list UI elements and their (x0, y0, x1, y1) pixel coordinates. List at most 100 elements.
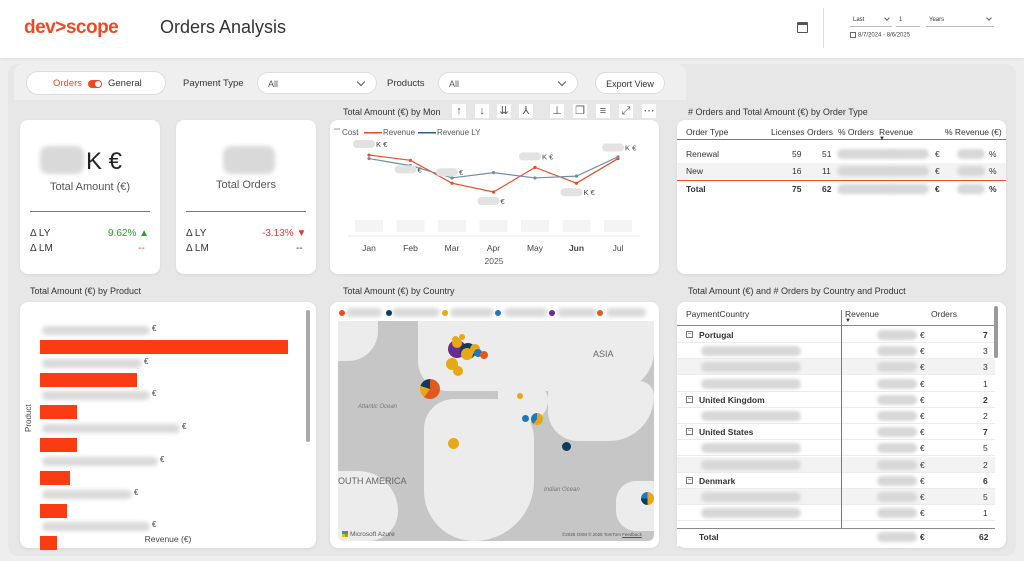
product-bar[interactable] (40, 372, 137, 387)
series-point[interactable] (533, 176, 537, 180)
matrix-country-row[interactable]: − Portugal €7 (677, 327, 995, 343)
map-bubble[interactable] (522, 415, 529, 422)
blurred-data-label (394, 165, 417, 174)
matrix-product-row[interactable]: €1 (677, 505, 995, 522)
pin-icon[interactable]: ⊥ (550, 104, 564, 118)
payment-type-dropdown[interactable]: All (257, 72, 377, 94)
map-bubble[interactable] (562, 442, 571, 451)
series-point[interactable] (367, 156, 371, 161)
map-bubble[interactable] (517, 393, 523, 399)
series-point[interactable] (408, 158, 413, 162)
matrix-product-row[interactable]: €5 (677, 489, 995, 505)
matrix-product-row[interactable]: €3 (677, 343, 995, 360)
blurred-value (40, 146, 84, 174)
toggle-switch[interactable] (88, 80, 102, 88)
products-dropdown[interactable]: All (438, 72, 578, 94)
x-tick-label[interactable]: Mar (445, 243, 460, 253)
header-order-type[interactable]: Order Type (686, 127, 729, 137)
focus-mode-icon[interactable]: ⤢ (619, 104, 633, 118)
x-tick-label[interactable]: Jul (613, 243, 624, 253)
collapse-icon[interactable]: − (686, 476, 693, 484)
header-pct-revenue[interactable]: % Revenue (€) (945, 127, 1002, 137)
map-bubble[interactable] (452, 338, 462, 348)
series-point[interactable] (533, 165, 537, 169)
export-view-button[interactable]: Export View (595, 72, 665, 94)
matrix-country-row[interactable]: − United Kingdom €2 (677, 392, 995, 408)
blurred-data-label (602, 143, 624, 152)
x-tick-label[interactable]: Feb (403, 243, 418, 253)
calendar-icon[interactable] (797, 22, 808, 33)
period-unit-select[interactable]: Years (926, 13, 994, 27)
chevron-down-icon (884, 15, 890, 21)
x-tick-label[interactable]: Jun (569, 243, 584, 253)
series-point[interactable] (491, 190, 496, 194)
product-bar[interactable] (40, 340, 288, 354)
map-bubble[interactable] (453, 366, 463, 376)
map-bubble[interactable] (641, 492, 654, 505)
collapse-icon[interactable]: − (686, 331, 693, 338)
header-payment-country[interactable]: PaymentCountry (686, 309, 750, 319)
header-revenue[interactable]: Revenue ▼ (879, 127, 913, 142)
product-bar[interactable] (40, 438, 77, 453)
series-point[interactable] (574, 181, 579, 185)
orders-general-toggle[interactable]: Orders General (26, 71, 166, 95)
product-bar[interactable] (40, 405, 77, 420)
more-options-icon[interactable]: ⋯ (642, 104, 656, 118)
collapse-icon[interactable]: − (686, 428, 693, 436)
map-bubble[interactable] (448, 438, 459, 449)
vertical-scrollbar[interactable] (994, 306, 998, 358)
map-bubble-portugal[interactable] (420, 379, 440, 399)
series-point[interactable] (450, 181, 454, 185)
blurred-revenue (889, 166, 929, 178)
x-tick-label[interactable]: Jan (362, 243, 376, 253)
world-map[interactable]: ASIA Atlantic Ocean OUTH AMERICA Indian … (338, 321, 654, 541)
matrix-product-row[interactable]: €2 (677, 408, 995, 424)
legend-revenue-ly: Revenue LY (437, 128, 481, 137)
header-orders[interactable]: Orders (807, 127, 833, 137)
hierarchy-icon[interactable]: ⅄ (519, 104, 533, 118)
map-bubble[interactable] (474, 349, 482, 357)
revenue-euro: € (920, 475, 925, 486)
matrix-product-row[interactable]: €5 (677, 440, 995, 457)
matrix-product-row[interactable]: €2 (677, 456, 995, 473)
drill-up-icon[interactable]: ↑ (452, 104, 466, 118)
map-bubble[interactable] (480, 351, 488, 359)
map-bubble[interactable] (531, 413, 543, 425)
period-select[interactable]: Last (850, 13, 892, 27)
matrix-product-row[interactable]: €3 (677, 359, 995, 376)
matrix-country-row[interactable]: − United States €7 (677, 424, 995, 441)
map-bubble[interactable] (452, 336, 459, 343)
expand-all-icon[interactable]: ⇊ (497, 104, 511, 118)
series-point[interactable] (491, 171, 496, 175)
x-tick-label[interactable]: Apr (487, 243, 500, 253)
period-count-input[interactable]: 1 (896, 13, 920, 27)
product-bar[interactable] (40, 536, 57, 551)
revenue-euro: € (920, 508, 925, 519)
blurred-revenue (889, 149, 929, 161)
table-row[interactable]: New 16 11 € % (677, 163, 1006, 179)
header-revenue[interactable]: Revenue ▼ (845, 309, 879, 324)
matrix-country-row[interactable]: − Denmark €6 (677, 473, 995, 489)
x-tick-label[interactable]: May (527, 243, 544, 253)
map-bubble[interactable] (459, 334, 465, 340)
series-point[interactable] (616, 155, 620, 159)
copy-icon[interactable]: ❐ (573, 104, 587, 118)
series-point[interactable] (450, 176, 454, 180)
map-feedback-link[interactable]: Feedback (622, 532, 642, 537)
table-row[interactable]: Renewal 59 51 € % (677, 146, 1006, 162)
country-name: Denmark (699, 475, 736, 486)
drill-down-icon[interactable]: ↓ (475, 104, 489, 118)
vertical-scrollbar[interactable] (306, 310, 310, 442)
collapse-icon[interactable]: − (686, 395, 693, 403)
product-bar[interactable] (40, 503, 67, 518)
header-orders[interactable]: Orders (931, 309, 957, 319)
series-point[interactable] (574, 174, 579, 178)
filter-icon[interactable]: ≡ (596, 104, 610, 118)
series-point[interactable] (367, 153, 371, 157)
header-pct-orders[interactable]: % Orders (838, 127, 874, 137)
sort-desc-icon: ▼ (879, 136, 885, 142)
product-bar[interactable] (40, 470, 70, 485)
header-licenses[interactable]: Licenses (771, 127, 805, 137)
bar-value-unit: € (144, 356, 149, 366)
matrix-product-row[interactable]: €1 (677, 376, 995, 392)
